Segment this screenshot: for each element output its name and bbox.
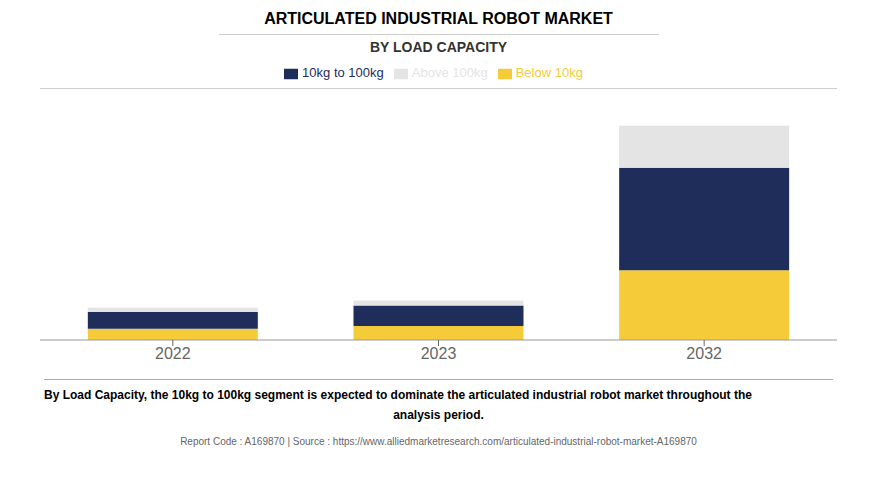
html-text:ARTICULATED INDUSTRIAL ROBOT M: ARTICULATED INDUSTRIAL ROBOT MARKET <box>264 10 613 27</box>
html-text:BY LOAD CAPACITY: BY LOAD CAPACITY <box>369 39 508 55</box>
svg-text:2023: 2023 <box>421 345 457 362</box>
html-text:Above 100kg: Above 100kg <box>411 65 488 80</box>
html-text:10kg to 100kg: 10kg to 100kg <box>302 65 384 80</box>
html-text:Report Code : A169870 | Source: Report Code : A169870 | Source : https:/… <box>180 436 697 447</box>
html-text:By Load Capacity, the 10kg to: By Load Capacity, the 10kg to 100kg segm… <box>44 388 752 402</box>
svg-text:2022: 2022 <box>155 345 191 362</box>
svg-text:2032: 2032 <box>686 345 722 362</box>
html-text:Below 10kg: Below 10kg <box>515 65 583 80</box>
html-text:analysis period.: analysis period. <box>393 408 484 422</box>
